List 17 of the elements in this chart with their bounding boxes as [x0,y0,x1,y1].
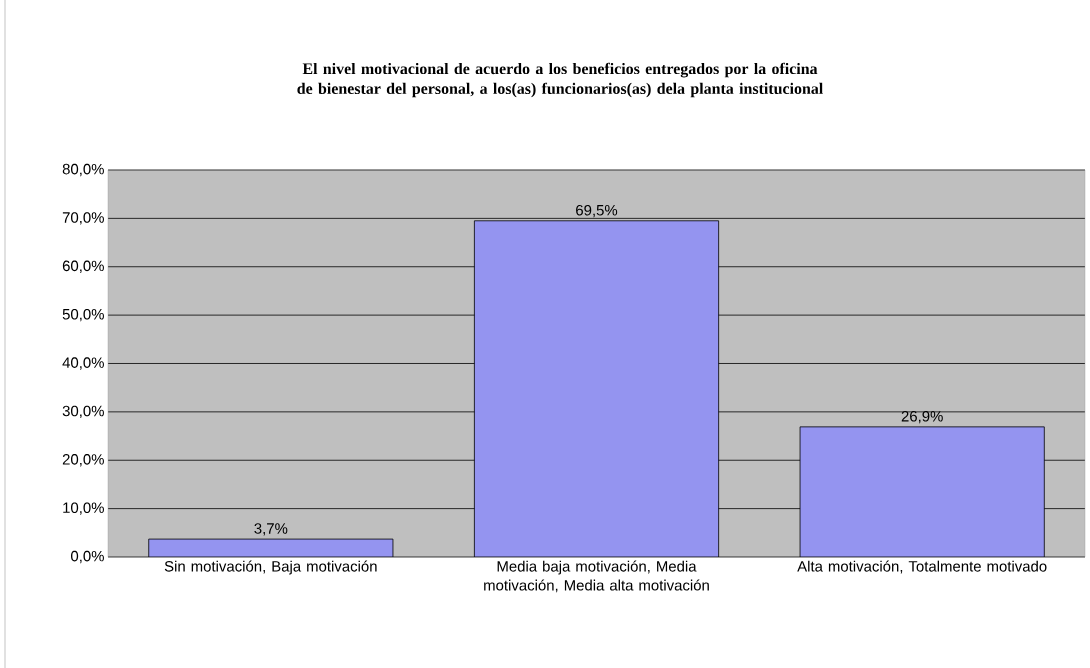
y-tick-label: 0,0% [71,550,104,564]
bar [148,538,394,557]
y-tick-label: 30,0% [62,405,104,419]
y-tick-label: 20,0% [62,454,104,467]
data-label: 69,5% [576,204,618,218]
x-tick-label: Media baja motivación, Media motivación, Media alta motivación [484,560,709,593]
y-tick-label: 70,0% [62,212,104,225]
data-label: 26,9% [901,410,943,424]
chart-title: El nivel motivacional de acuerdo a los beneficios entregados por la oficina de bienestar del personal, a los(as) funcionarios(as) dela planta institucional [297,62,823,98]
y-tick-label: 50,0% [62,308,104,322]
y-tick-label: 60,0% [62,260,104,273]
x-tick-label: Sin motivación, Baja motivación [164,560,377,575]
y-tick-label: 80,0% [62,163,104,177]
data-label: 3,7% [254,523,288,536]
y-tick-label: 40,0% [62,357,104,370]
x-tick-label: Alta motivación, Totalmente motivado [797,560,1047,574]
y-tick-label: 10,0% [63,502,104,515]
